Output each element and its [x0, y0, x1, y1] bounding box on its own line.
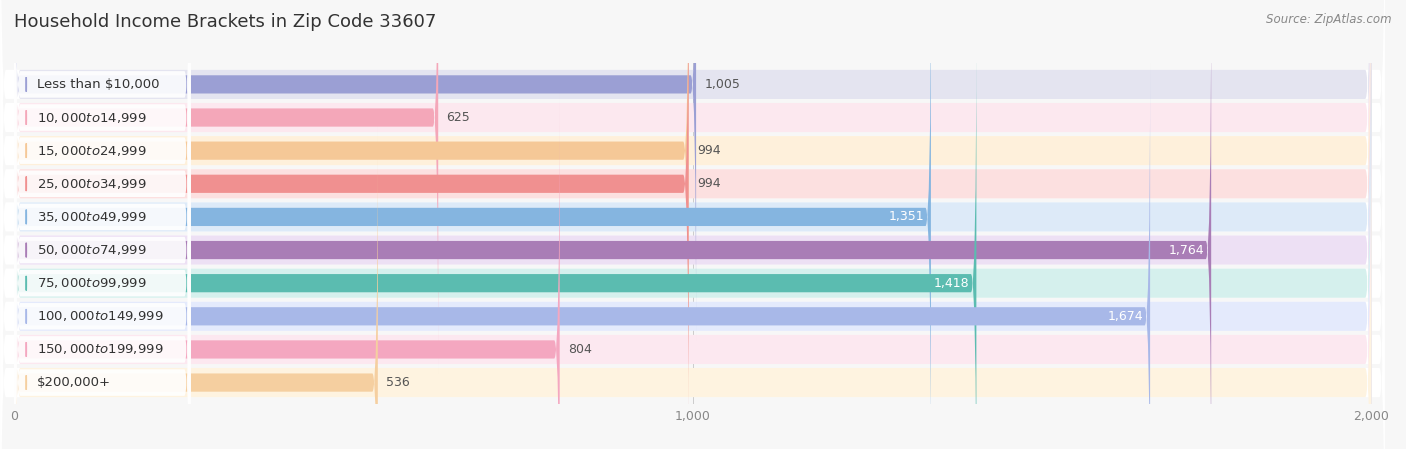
- FancyBboxPatch shape: [14, 0, 1371, 449]
- Text: 1,418: 1,418: [934, 277, 970, 290]
- FancyBboxPatch shape: [14, 0, 1371, 368]
- FancyBboxPatch shape: [14, 0, 689, 407]
- Text: 994: 994: [697, 177, 720, 190]
- FancyBboxPatch shape: [14, 60, 1150, 449]
- Text: 536: 536: [387, 376, 409, 389]
- FancyBboxPatch shape: [14, 0, 1371, 401]
- Text: 1,005: 1,005: [704, 78, 740, 91]
- FancyBboxPatch shape: [14, 0, 190, 449]
- FancyBboxPatch shape: [0, 0, 1385, 401]
- FancyBboxPatch shape: [14, 66, 1371, 449]
- FancyBboxPatch shape: [14, 0, 439, 374]
- FancyBboxPatch shape: [0, 132, 1385, 449]
- Text: $200,000+: $200,000+: [37, 376, 111, 389]
- Text: Less than $10,000: Less than $10,000: [37, 78, 160, 91]
- Text: 994: 994: [697, 144, 720, 157]
- FancyBboxPatch shape: [0, 0, 1385, 434]
- FancyBboxPatch shape: [14, 99, 1371, 449]
- FancyBboxPatch shape: [0, 0, 1385, 335]
- FancyBboxPatch shape: [14, 31, 190, 449]
- Text: $35,000 to $49,999: $35,000 to $49,999: [37, 210, 146, 224]
- FancyBboxPatch shape: [14, 0, 190, 436]
- FancyBboxPatch shape: [14, 33, 1371, 449]
- FancyBboxPatch shape: [14, 0, 1211, 449]
- FancyBboxPatch shape: [14, 0, 1371, 449]
- FancyBboxPatch shape: [0, 99, 1385, 449]
- FancyBboxPatch shape: [14, 93, 560, 449]
- Text: $50,000 to $74,999: $50,000 to $74,999: [37, 243, 146, 257]
- FancyBboxPatch shape: [0, 66, 1385, 449]
- FancyBboxPatch shape: [14, 127, 378, 449]
- FancyBboxPatch shape: [14, 0, 1371, 449]
- Text: 625: 625: [446, 111, 470, 124]
- Text: $150,000 to $199,999: $150,000 to $199,999: [37, 343, 163, 357]
- FancyBboxPatch shape: [0, 33, 1385, 449]
- FancyBboxPatch shape: [14, 97, 190, 449]
- FancyBboxPatch shape: [14, 0, 190, 449]
- Text: $100,000 to $149,999: $100,000 to $149,999: [37, 309, 163, 323]
- Text: 1,351: 1,351: [889, 211, 924, 224]
- Text: $25,000 to $34,999: $25,000 to $34,999: [37, 177, 146, 191]
- FancyBboxPatch shape: [14, 0, 696, 340]
- FancyBboxPatch shape: [14, 0, 1371, 449]
- Text: 804: 804: [568, 343, 592, 356]
- FancyBboxPatch shape: [0, 0, 1385, 368]
- FancyBboxPatch shape: [14, 0, 190, 370]
- Text: $15,000 to $24,999: $15,000 to $24,999: [37, 144, 146, 158]
- FancyBboxPatch shape: [14, 0, 931, 449]
- Text: $75,000 to $99,999: $75,000 to $99,999: [37, 276, 146, 290]
- FancyBboxPatch shape: [14, 0, 190, 449]
- FancyBboxPatch shape: [14, 0, 190, 402]
- FancyBboxPatch shape: [14, 0, 1371, 434]
- Text: Source: ZipAtlas.com: Source: ZipAtlas.com: [1267, 13, 1392, 26]
- Text: 1,674: 1,674: [1108, 310, 1143, 323]
- Text: $10,000 to $14,999: $10,000 to $14,999: [37, 110, 146, 124]
- FancyBboxPatch shape: [14, 27, 976, 449]
- FancyBboxPatch shape: [14, 0, 689, 440]
- FancyBboxPatch shape: [14, 0, 190, 449]
- Text: 1,764: 1,764: [1168, 243, 1205, 256]
- Text: Household Income Brackets in Zip Code 33607: Household Income Brackets in Zip Code 33…: [14, 13, 436, 31]
- FancyBboxPatch shape: [14, 65, 190, 449]
